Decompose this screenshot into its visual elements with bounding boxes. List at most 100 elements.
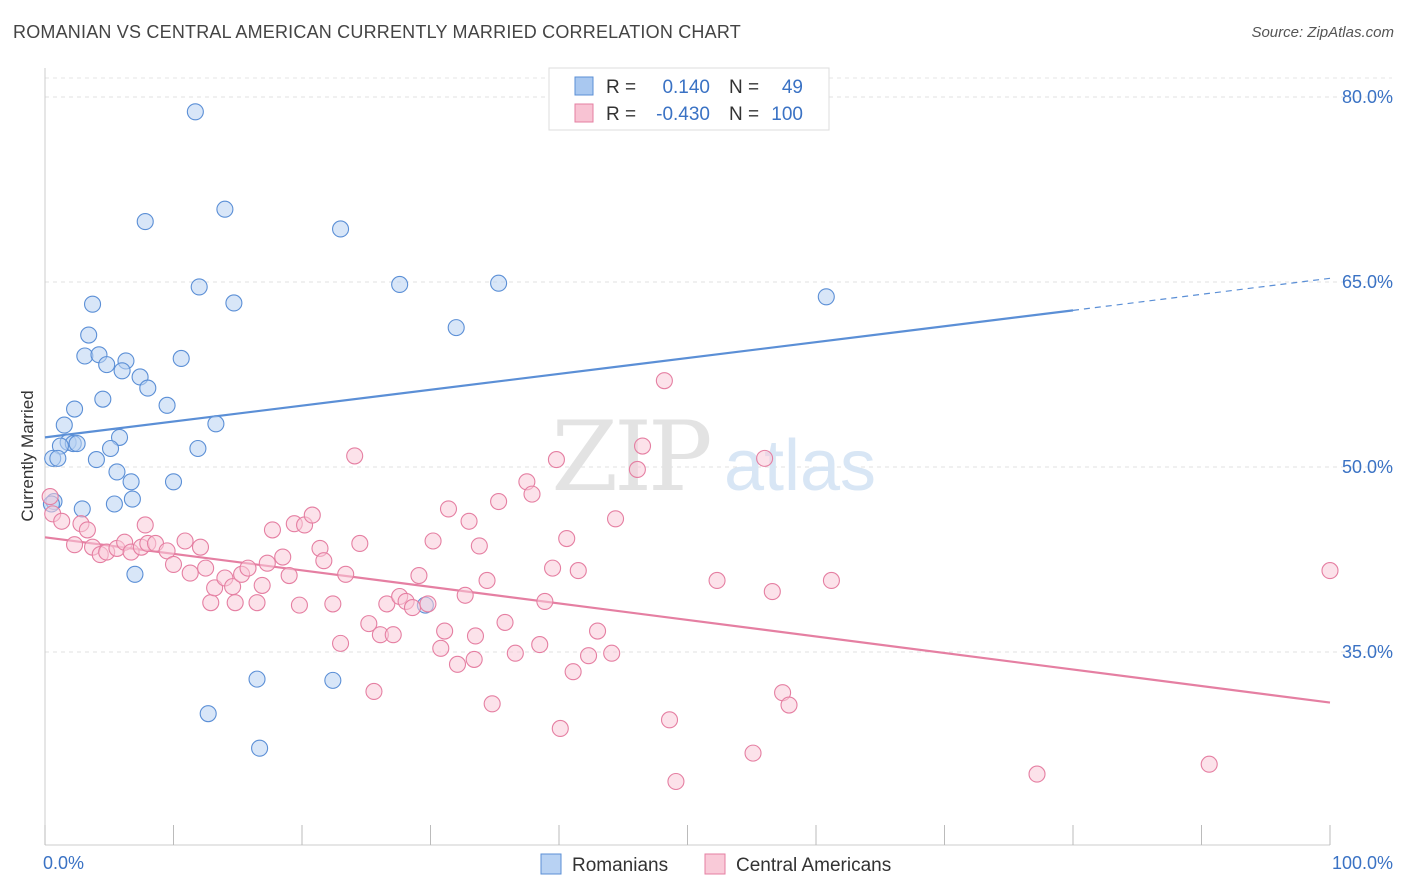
point-romanians [113, 362, 131, 380]
point-romanians [87, 451, 105, 469]
point-romanians [126, 565, 144, 583]
point-central-americans [606, 510, 625, 528]
legend-r-label: R = [606, 77, 636, 98]
point-romanians [216, 200, 234, 218]
point-central-americans [439, 500, 458, 518]
point-central-americans [384, 626, 402, 644]
point-central-americans [424, 532, 442, 550]
y-tick-label: 50.0% [1342, 457, 1393, 477]
legend-bottom-swatch [704, 853, 726, 875]
point-central-americans [136, 516, 154, 534]
point-central-americans [206, 579, 224, 597]
point-central-americans [470, 537, 488, 555]
point-central-americans [551, 719, 569, 738]
y-tick-label: 65.0% [1342, 272, 1393, 292]
point-central-americans [181, 564, 199, 582]
point-central-americans [744, 744, 762, 762]
point-romanians [207, 415, 225, 433]
point-central-americans [41, 488, 59, 506]
point-central-americans [603, 644, 621, 662]
point-central-americans [432, 639, 450, 657]
point-central-americans [558, 529, 576, 548]
point-romanians [73, 500, 91, 518]
point-central-americans [523, 485, 541, 503]
legend-r-label: R = [606, 104, 636, 125]
legend-bottom-swatch [540, 853, 562, 875]
point-central-americans [331, 634, 350, 652]
y-tick-labels: 35.0% 50.0% 65.0% 80.0% [1342, 87, 1393, 662]
point-central-americans [564, 663, 582, 681]
point-romanians [199, 705, 217, 723]
point-central-americans [547, 451, 565, 469]
point-romanians [331, 220, 350, 238]
point-romanians [391, 275, 409, 294]
point-central-americans [490, 492, 508, 511]
point-central-americans [1200, 755, 1218, 773]
point-romanians [76, 347, 94, 365]
point-central-americans [53, 512, 71, 530]
point-central-americans [315, 552, 333, 570]
point-romanians [110, 428, 129, 446]
point-romanians [189, 439, 207, 458]
point-central-americans [483, 695, 501, 713]
point-central-americans [164, 555, 183, 573]
x-tick-label: 100.0% [1332, 853, 1393, 873]
point-central-americans [448, 655, 467, 673]
point-central-americans [360, 615, 378, 633]
point-central-americans [253, 576, 271, 594]
point-romanians [172, 349, 190, 368]
point-central-americans [569, 562, 587, 580]
point-central-americans [465, 650, 483, 668]
y-tick-label: 35.0% [1342, 642, 1393, 662]
legend-swatch [574, 76, 594, 96]
point-central-americans [496, 613, 514, 631]
point-central-americans [66, 536, 84, 554]
point-romanians [817, 288, 835, 306]
point-central-americans [506, 644, 524, 662]
point-romanians [94, 390, 112, 408]
point-central-americans [280, 566, 298, 585]
point-central-americans [303, 506, 321, 524]
point-romanians [98, 356, 116, 374]
point-romanians [251, 739, 269, 757]
point-central-americans [544, 559, 562, 577]
legend-r-value: 0.140 [662, 77, 710, 98]
point-central-americans [290, 596, 308, 614]
point-central-americans [365, 682, 383, 701]
point-romanians [68, 435, 86, 453]
point-central-americans [176, 532, 194, 550]
watermark-atlas: atlas [724, 426, 876, 506]
point-central-americans [274, 548, 292, 566]
point-romanians [186, 103, 204, 121]
point-romanians [136, 213, 154, 231]
y-axis-label: Currently Married [18, 390, 37, 521]
legend-swatch [574, 103, 594, 123]
point-central-americans [667, 772, 685, 791]
point-central-americans [478, 571, 496, 590]
point-romanians [248, 670, 266, 688]
point-central-americans [263, 521, 281, 539]
point-romanians [324, 671, 342, 689]
point-central-americans [226, 594, 244, 612]
point-central-americans [660, 711, 679, 729]
legend-r-value: -0.430 [656, 104, 710, 125]
point-central-americans [248, 594, 266, 612]
point-romanians [83, 295, 102, 313]
point-central-americans [633, 437, 652, 455]
point-romanians [80, 326, 98, 344]
point-central-americans [191, 538, 210, 556]
point-central-americans [1028, 765, 1046, 783]
point-central-americans [258, 554, 276, 572]
source-label: Source: ZipAtlas.com [1251, 24, 1394, 41]
trend-line-romanians-extension [1072, 277, 1331, 311]
x-tick-label: 0.0% [43, 853, 84, 873]
point-central-americans [351, 534, 369, 553]
point-central-americans [588, 622, 607, 640]
point-romanians [49, 449, 67, 467]
trend-line-central-americans [44, 536, 1331, 704]
point-central-americans [403, 599, 422, 617]
y-tick-label: 80.0% [1342, 87, 1393, 107]
watermark: ZIP atlas [551, 401, 876, 513]
point-central-americans [202, 594, 220, 612]
point-central-americans [337, 565, 355, 583]
